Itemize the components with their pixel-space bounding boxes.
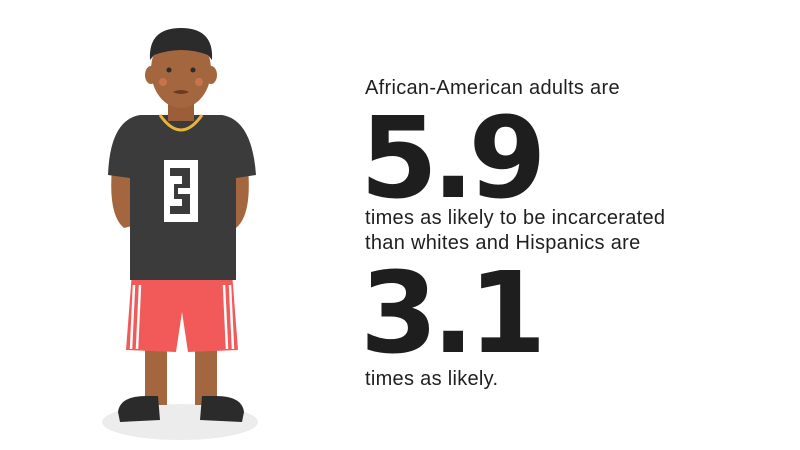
necklace <box>158 114 204 132</box>
right-ear <box>205 66 217 84</box>
right-eye <box>190 67 196 73</box>
left-ear <box>145 66 157 84</box>
stat-text: times as likely. <box>365 368 499 390</box>
hair <box>149 28 213 60</box>
shorts <box>126 272 238 352</box>
stat-number: 3.1 <box>360 249 546 379</box>
stat-number: 5.9 <box>360 94 546 224</box>
left-eye <box>166 67 172 73</box>
illustration <box>102 28 258 440</box>
right-leg <box>195 340 217 405</box>
mouth <box>173 90 189 94</box>
shorts-stripes <box>129 284 235 350</box>
right-shoe <box>200 396 244 422</box>
right-cheek <box>195 78 203 86</box>
jersey-three <box>170 168 190 214</box>
stat-text: times as likely to be incarcerated <box>365 207 666 229</box>
left-leg <box>145 340 167 405</box>
left-cheek <box>159 78 167 86</box>
left-shoe <box>118 396 160 422</box>
stat-text: than whites and Hispanics are <box>365 232 641 254</box>
intro-text: African-American adults are <box>365 77 620 99</box>
left-arm <box>111 168 136 228</box>
